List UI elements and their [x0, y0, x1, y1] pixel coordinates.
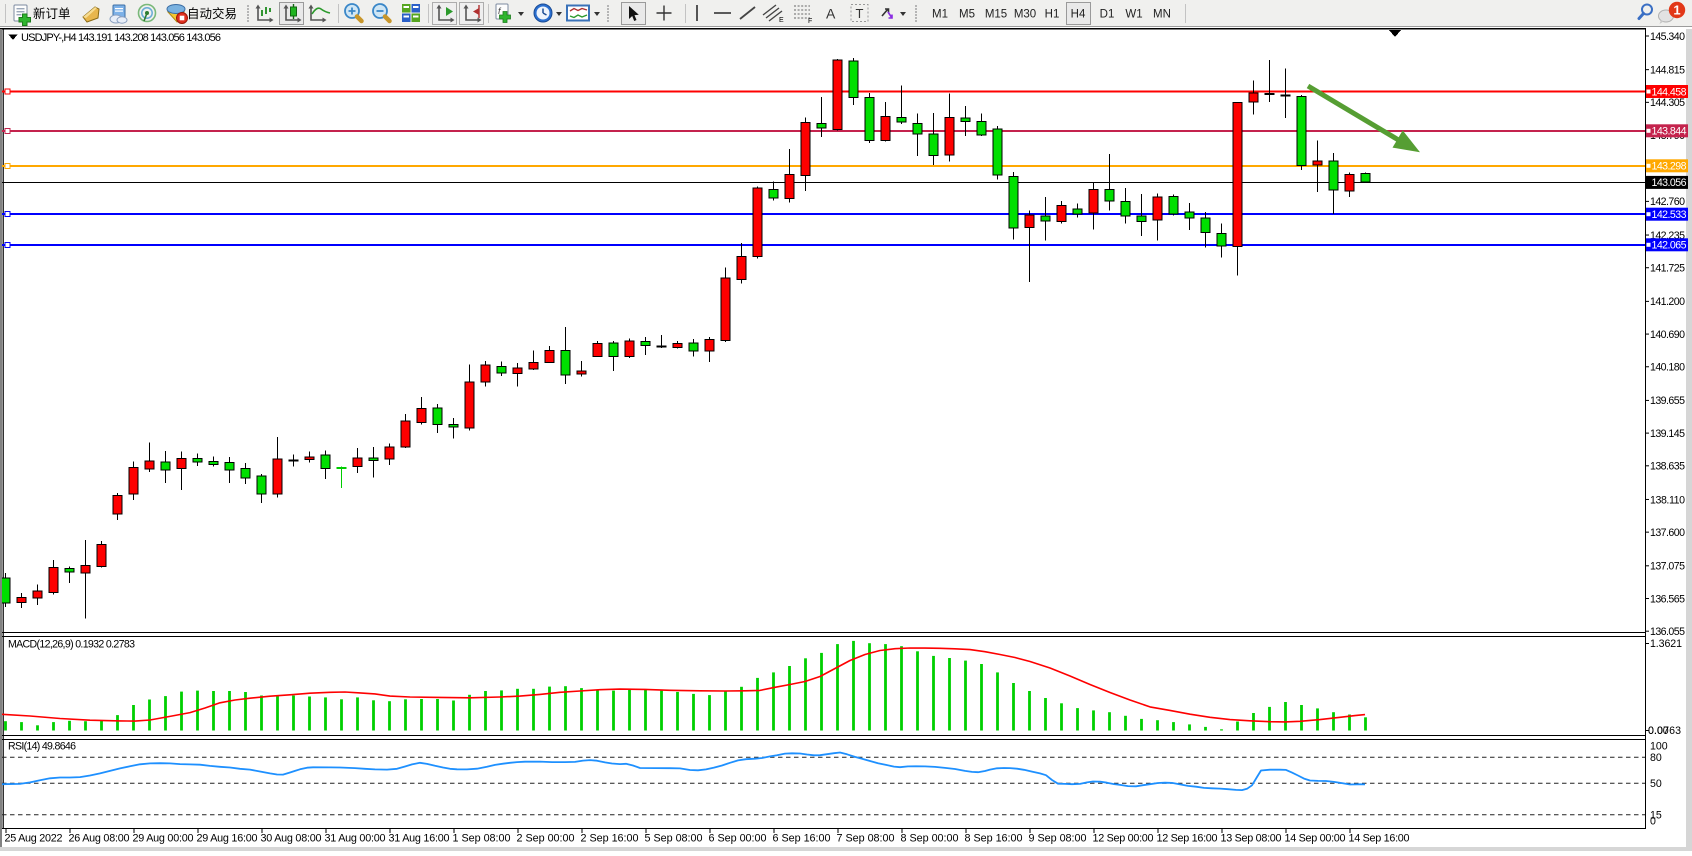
svg-text:136.565: 136.565	[1650, 593, 1685, 605]
svg-text:137.600: 137.600	[1650, 527, 1685, 539]
svg-text:137.075: 137.075	[1650, 561, 1685, 573]
svg-text:138.635: 138.635	[1650, 461, 1685, 473]
svg-text:138.110: 138.110	[1650, 494, 1685, 506]
svg-text:MN: MN	[1153, 9, 1171, 21]
svg-text:D1: D1	[1100, 9, 1115, 21]
svg-text:M1: M1	[932, 9, 948, 21]
svg-text:14 Sep 16:00: 14 Sep 16:00	[1349, 833, 1410, 845]
svg-text:RSI(14) 49.8646: RSI(14) 49.8646	[8, 741, 76, 753]
svg-text:12 Sep 00:00: 12 Sep 00:00	[1093, 833, 1154, 845]
svg-text:31 Aug 16:00: 31 Aug 16:00	[389, 833, 450, 845]
svg-text:USDJPY-,H4 143.191 143.208 14: USDJPY-,H4 143.191 143.208 143.056 143.0…	[21, 32, 221, 44]
svg-text:6 Sep 00:00: 6 Sep 00:00	[709, 833, 767, 845]
svg-text:12 Sep 16:00: 12 Sep 16:00	[1157, 833, 1218, 845]
svg-text:新订单: 新订单	[33, 6, 71, 21]
svg-text:0.00: 0.00	[1648, 725, 1669, 737]
svg-text:31 Aug 00:00: 31 Aug 00:00	[325, 833, 386, 845]
svg-text:A: A	[826, 6, 836, 22]
svg-text:140.690: 140.690	[1650, 329, 1685, 341]
svg-text:136.055: 136.055	[1650, 626, 1685, 638]
svg-text:144.458: 144.458	[1652, 86, 1687, 98]
svg-text:50: 50	[1650, 778, 1662, 790]
svg-text:6 Sep 16:00: 6 Sep 16:00	[773, 833, 831, 845]
svg-text:142.760: 142.760	[1650, 196, 1685, 208]
svg-text:2 Sep 16:00: 2 Sep 16:00	[581, 833, 639, 845]
svg-text:M5: M5	[959, 9, 975, 21]
svg-text:1: 1	[1673, 3, 1680, 18]
svg-text:14 Sep 00:00: 14 Sep 00:00	[1285, 833, 1346, 845]
svg-text:13 Sep 08:00: 13 Sep 08:00	[1221, 833, 1282, 845]
svg-text:M15: M15	[985, 9, 1007, 21]
svg-text:139.145: 139.145	[1650, 428, 1685, 440]
svg-text:5 Sep 08:00: 5 Sep 08:00	[645, 833, 703, 845]
svg-text:145.340: 145.340	[1650, 31, 1685, 43]
svg-text:143.844: 143.844	[1652, 126, 1687, 138]
svg-text:143.298: 143.298	[1652, 161, 1687, 173]
svg-text:140.180: 140.180	[1650, 362, 1685, 374]
svg-text:T: T	[856, 6, 864, 21]
svg-text:80: 80	[1650, 752, 1662, 764]
svg-text:1 Sep 08:00: 1 Sep 08:00	[453, 833, 511, 845]
svg-text:1.3621: 1.3621	[1650, 638, 1682, 650]
svg-text:8 Sep 16:00: 8 Sep 16:00	[965, 833, 1023, 845]
svg-text:H1: H1	[1045, 9, 1060, 21]
svg-text:2 Sep 00:00: 2 Sep 00:00	[517, 833, 575, 845]
svg-text:30 Aug 08:00: 30 Aug 08:00	[261, 833, 322, 845]
svg-text:W1: W1	[1125, 9, 1142, 21]
svg-text:E: E	[779, 17, 784, 24]
svg-text:142.533: 142.533	[1652, 209, 1687, 221]
svg-text:141.200: 141.200	[1650, 296, 1685, 308]
svg-text:25 Aug 2022: 25 Aug 2022	[5, 833, 63, 845]
svg-text:139.655: 139.655	[1650, 395, 1685, 407]
svg-text:142.065: 142.065	[1652, 240, 1687, 252]
svg-text:MACD(12,26,9) 0.1932 0.2783: MACD(12,26,9) 0.1932 0.2783	[8, 639, 135, 651]
svg-text:9 Sep 08:00: 9 Sep 08:00	[1029, 833, 1087, 845]
svg-text:M30: M30	[1014, 9, 1036, 21]
svg-text:144.305: 144.305	[1650, 97, 1685, 109]
svg-text:29 Aug 16:00: 29 Aug 16:00	[197, 833, 258, 845]
svg-text:自动交易: 自动交易	[187, 6, 237, 21]
svg-text:26 Aug 08:00: 26 Aug 08:00	[69, 833, 130, 845]
svg-text:7 Sep 08:00: 7 Sep 08:00	[837, 833, 895, 845]
svg-text:144.815: 144.815	[1650, 64, 1685, 76]
svg-text:29 Aug 00:00: 29 Aug 00:00	[133, 833, 194, 845]
svg-text:0: 0	[1650, 816, 1656, 828]
svg-text:H4: H4	[1071, 9, 1086, 21]
svg-text:15: 15	[1650, 810, 1662, 822]
svg-text:141.725: 141.725	[1650, 263, 1685, 275]
svg-text:0.0763: 0.0763	[1648, 725, 1681, 737]
svg-text:f: f	[498, 6, 502, 16]
svg-text:143.056: 143.056	[1652, 177, 1687, 189]
svg-text:8 Sep 00:00: 8 Sep 00:00	[901, 833, 959, 845]
svg-text:100: 100	[1650, 740, 1668, 752]
svg-text:F: F	[808, 18, 812, 25]
